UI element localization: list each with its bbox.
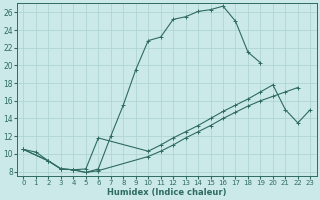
X-axis label: Humidex (Indice chaleur): Humidex (Indice chaleur) bbox=[107, 188, 227, 197]
